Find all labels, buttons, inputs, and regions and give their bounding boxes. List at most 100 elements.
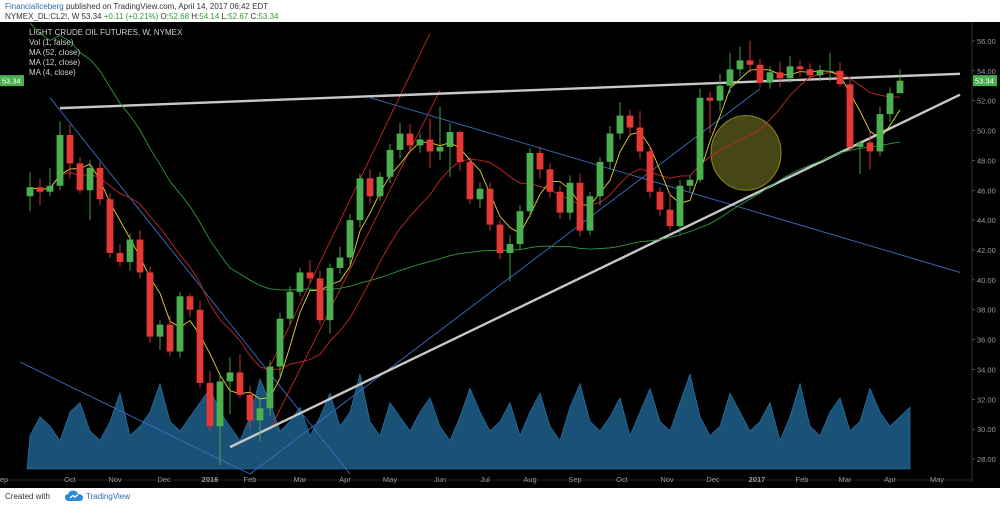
candle-body[interactable]: [666, 209, 674, 227]
candle-body[interactable]: [306, 272, 314, 279]
candle-body[interactable]: [106, 199, 114, 253]
candle-body[interactable]: [86, 167, 94, 191]
candle-body[interactable]: [546, 169, 554, 192]
candle-body[interactable]: [166, 324, 174, 352]
candle-body[interactable]: [856, 142, 864, 147]
candle-body[interactable]: [326, 267, 334, 321]
candle-body[interactable]: [526, 152, 534, 212]
channel-line[interactable]: [269, 33, 431, 367]
candle-body[interactable]: [616, 115, 624, 134]
candle-body[interactable]: [626, 115, 634, 128]
candle-body[interactable]: [836, 70, 844, 85]
candle-body[interactable]: [126, 239, 134, 262]
candle-body[interactable]: [566, 182, 574, 213]
candle-body[interactable]: [456, 132, 464, 162]
chart-panel[interactable]: LIGHT CRUDE OIL FUTURES, W, NYMEX Vol (1,…: [0, 22, 1000, 488]
candle-body[interactable]: [296, 272, 304, 292]
candle-body[interactable]: [876, 114, 884, 152]
candle-body[interactable]: [746, 60, 754, 65]
candle-body[interactable]: [806, 69, 814, 76]
resistance-trendline[interactable]: [59, 72, 961, 110]
candle-body[interactable]: [246, 394, 254, 421]
candle-body[interactable]: [386, 149, 394, 177]
candle-body[interactable]: [256, 408, 264, 421]
candle-body[interactable]: [186, 296, 194, 310]
candle-body[interactable]: [636, 127, 644, 152]
candle-body[interactable]: [176, 296, 184, 352]
candle-body[interactable]: [116, 252, 124, 262]
candle-body[interactable]: [26, 187, 34, 197]
candle-body[interactable]: [826, 70, 834, 72]
candle-body[interactable]: [216, 381, 224, 427]
candle-body[interactable]: [366, 178, 374, 197]
candle-body[interactable]: [586, 196, 594, 231]
candle-body[interactable]: [606, 133, 614, 162]
candle-body[interactable]: [646, 151, 654, 192]
candle-body[interactable]: [776, 72, 784, 79]
candle-body[interactable]: [156, 324, 164, 337]
candle-body[interactable]: [196, 309, 204, 383]
blue-trendline[interactable]: [249, 88, 761, 475]
candle-body[interactable]: [36, 187, 44, 192]
blue-trendline[interactable]: [49, 97, 351, 475]
support-trendline[interactable]: [229, 93, 961, 449]
blue-trendline[interactable]: [369, 97, 961, 273]
candle-body[interactable]: [376, 176, 384, 197]
candle-body[interactable]: [206, 382, 214, 427]
candle-body[interactable]: [656, 191, 664, 210]
candle-body[interactable]: [426, 139, 434, 152]
candle-body[interactable]: [796, 66, 804, 70]
candle-body[interactable]: [706, 97, 714, 101]
candle-body[interactable]: [226, 372, 234, 382]
candle-body[interactable]: [536, 152, 544, 170]
candle-body[interactable]: [736, 60, 744, 70]
candle-body[interactable]: [276, 318, 284, 367]
candle-body[interactable]: [336, 257, 344, 268]
candle-body[interactable]: [96, 167, 104, 200]
candle-body[interactable]: [76, 163, 84, 191]
candle-body[interactable]: [466, 161, 474, 200]
candle-body[interactable]: [576, 182, 584, 231]
candle-body[interactable]: [896, 80, 904, 94]
blue-trendline[interactable]: [19, 361, 251, 475]
candle-body[interactable]: [266, 366, 274, 409]
candle-body[interactable]: [436, 146, 444, 152]
candle-body[interactable]: [506, 244, 514, 253]
candle-body[interactable]: [66, 135, 74, 164]
candle-body[interactable]: [356, 178, 364, 221]
candle-body[interactable]: [596, 161, 604, 197]
candle-body[interactable]: [56, 135, 64, 186]
candle-body[interactable]: [146, 272, 154, 337]
candle-body[interactable]: [496, 224, 504, 253]
candle-body[interactable]: [676, 185, 684, 227]
candle-body[interactable]: [726, 69, 734, 86]
candle-body[interactable]: [786, 66, 794, 79]
candle-body[interactable]: [406, 133, 414, 146]
candle-body[interactable]: [286, 291, 294, 319]
candle-body[interactable]: [136, 239, 144, 273]
candle-body[interactable]: [846, 84, 854, 147]
candle-body[interactable]: [766, 72, 774, 83]
tradingview-brand[interactable]: TradingView: [86, 492, 131, 501]
candle-body[interactable]: [236, 372, 244, 395]
candle-body[interactable]: [556, 191, 564, 213]
candle-body[interactable]: [416, 139, 424, 146]
candle-body[interactable]: [696, 97, 704, 180]
candle-body[interactable]: [516, 211, 524, 245]
candle-body[interactable]: [346, 220, 354, 258]
candle-body[interactable]: [816, 70, 824, 76]
candle-body[interactable]: [716, 85, 724, 101]
candle-body[interactable]: [316, 278, 324, 321]
author-link[interactable]: FinancialIceberg: [5, 2, 64, 11]
candle-body[interactable]: [486, 188, 494, 225]
candle-body[interactable]: [476, 188, 484, 200]
candle-body[interactable]: [886, 93, 894, 115]
candle-body[interactable]: [866, 142, 874, 152]
candle-body[interactable]: [756, 64, 764, 83]
candle-body[interactable]: [686, 179, 694, 186]
candle-body[interactable]: [46, 185, 54, 192]
candle-body[interactable]: [396, 133, 404, 150]
channel-line[interactable]: [269, 90, 441, 430]
candle-body[interactable]: [446, 132, 454, 147]
